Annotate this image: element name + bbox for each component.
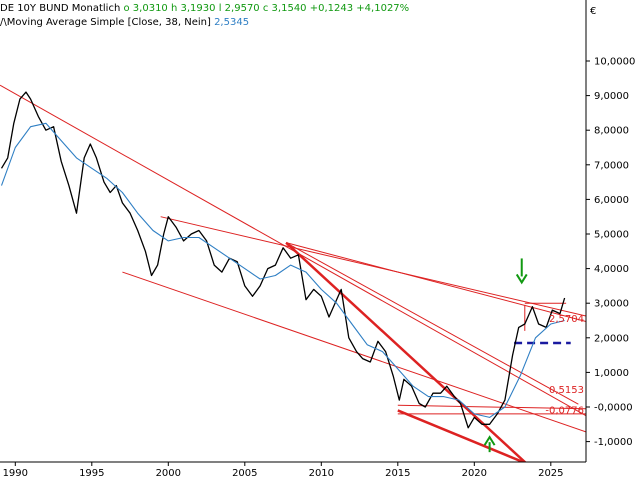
y-tick-label: 5,0000 bbox=[594, 230, 629, 241]
indicator-params: [Close, 38, Nein] bbox=[127, 17, 211, 28]
x-tick-label: 2005 bbox=[232, 468, 257, 479]
level-label: 2,5704 bbox=[549, 314, 584, 325]
change-percent: +4,1027% bbox=[356, 3, 410, 14]
trendline bbox=[285, 241, 527, 462]
level-label: -0,0776 bbox=[545, 406, 584, 417]
chart-header-line-1: DE 10Y BUND Monatlich o 3,0310 h 3,1930 … bbox=[0, 3, 409, 15]
plot-area: 2,5704 0,5153 -0,0776 bbox=[0, 84, 586, 462]
moving-average-line bbox=[0, 122, 565, 418]
open-value: 3,0310 bbox=[132, 3, 168, 14]
x-tick-label: 2025 bbox=[538, 468, 563, 479]
currency-label: € bbox=[590, 6, 596, 17]
y-tick-label: 4,0000 bbox=[594, 264, 629, 275]
trendline bbox=[285, 242, 579, 405]
y-tick-label: 6,0000 bbox=[594, 195, 629, 206]
y-tick-label: 1,0000 bbox=[594, 368, 629, 379]
change-value: +0,1243 bbox=[309, 3, 354, 14]
y-tick-label: 10,0000 bbox=[594, 57, 635, 68]
open-label: o bbox=[123, 3, 130, 14]
trendline bbox=[285, 242, 586, 323]
instrument-name: DE 10Y BUND bbox=[0, 3, 69, 14]
low-label: l bbox=[218, 3, 222, 14]
y-tick-label: 8,0000 bbox=[594, 126, 629, 137]
trendline bbox=[397, 409, 527, 462]
indicator-value: 2,5345 bbox=[214, 17, 250, 28]
low-value: 2,9570 bbox=[224, 3, 260, 14]
trendline bbox=[397, 404, 586, 410]
y-tick-label: -0,0000 bbox=[594, 403, 633, 414]
level-label: 0,5153 bbox=[549, 385, 584, 396]
y-tick-label: 7,0000 bbox=[594, 160, 629, 171]
price-series-line bbox=[0, 91, 566, 429]
y-tick-label: -1,0000 bbox=[594, 437, 633, 448]
high-label: h bbox=[170, 3, 178, 14]
indicator-name: Moving Average Simple bbox=[6, 17, 125, 28]
x-tick-label: 1995 bbox=[79, 468, 104, 479]
y-tick-label: 2,0000 bbox=[594, 333, 629, 344]
y-tick-label: 9,0000 bbox=[594, 91, 629, 102]
y-tick-label: 3,0000 bbox=[594, 299, 629, 310]
y-axis: 10,0000 9,0000 8,0000 7,0000 6,0000 5,0000 4,0… bbox=[585, 0, 635, 462]
chart-interval: Monatlich bbox=[71, 3, 121, 14]
x-axis: 1990 1995 2000 2005 2010 2015 2020 2025 bbox=[0, 461, 586, 479]
trendline bbox=[122, 271, 586, 433]
x-tick-label: 2015 bbox=[385, 468, 410, 479]
close-value: 3,1540 bbox=[271, 3, 307, 14]
arrow-up-icon bbox=[483, 435, 496, 453]
high-value: 3,1930 bbox=[180, 3, 216, 14]
x-tick-label: 2010 bbox=[309, 468, 334, 479]
indicator-legend: /\Moving Average Simple [Close, 38, Nein… bbox=[0, 17, 249, 29]
trendline bbox=[160, 216, 586, 317]
close-label: c bbox=[262, 3, 269, 14]
moving-average-icon: /\ bbox=[0, 17, 7, 28]
x-tick-label: 1990 bbox=[3, 468, 28, 479]
x-tick-label: 2020 bbox=[462, 468, 487, 479]
x-tick-label: 2000 bbox=[156, 468, 181, 479]
arrow-down-icon bbox=[515, 258, 528, 285]
